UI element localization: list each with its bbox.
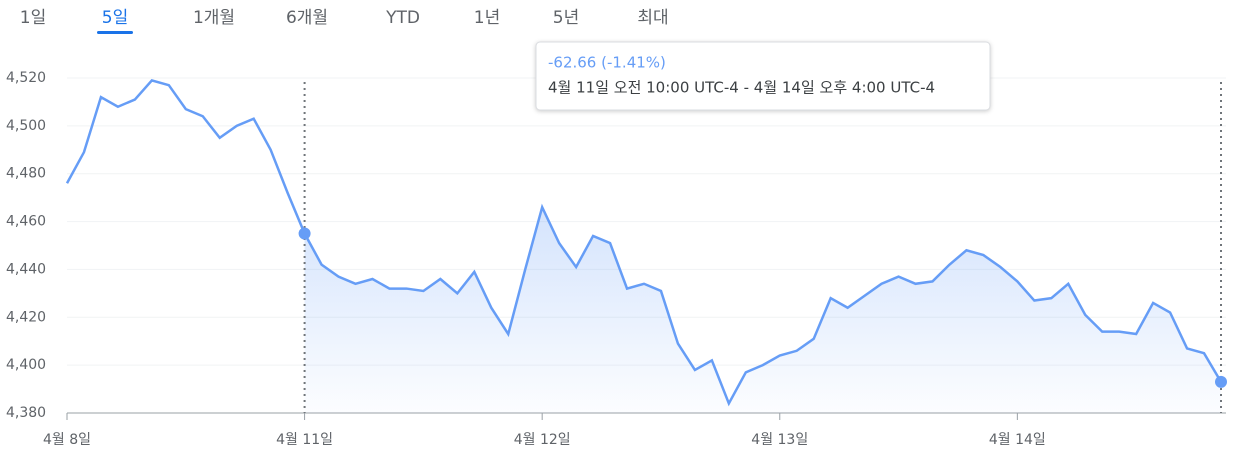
x-tick-label: 4월 8일 xyxy=(43,432,91,448)
y-tick-label: 4,460 xyxy=(6,214,46,230)
y-tick-label: 4,400 xyxy=(6,357,46,373)
range-tab[interactable]: YTD xyxy=(385,8,420,28)
x-tick-label: 4월 14일 xyxy=(989,432,1046,448)
y-tick-label: 4,480 xyxy=(6,166,46,182)
x-tick-label: 4월 13일 xyxy=(751,432,808,448)
y-tick-label: 4,380 xyxy=(6,405,46,421)
tooltip-change: -62.66 (-1.41%) xyxy=(548,54,666,72)
y-tick-label: 4,440 xyxy=(6,261,46,277)
x-tick-label: 4월 12일 xyxy=(514,432,571,448)
range-tab[interactable]: 5일 xyxy=(102,8,128,28)
range-tab[interactable]: 1년 xyxy=(474,8,500,28)
price-line xyxy=(65,78,1223,407)
range-tab[interactable]: 6개월 xyxy=(286,8,328,28)
tab-indicator xyxy=(97,31,133,34)
highlight-point xyxy=(1215,375,1227,388)
highlight-point xyxy=(298,227,311,240)
tooltip-range: 4월 11일 오전 10:00 UTC-4 - 4월 14일 오후 4:00 U… xyxy=(548,79,935,97)
y-tick-label: 4,520 xyxy=(6,70,46,86)
range-tab[interactable]: 5년 xyxy=(553,8,579,28)
range-tab[interactable]: 1개월 xyxy=(193,8,235,28)
highlight-area xyxy=(304,207,1221,413)
range-tab[interactable]: 1일 xyxy=(20,8,46,28)
y-tick-label: 4,500 xyxy=(6,118,46,134)
range-tab[interactable]: 최대 xyxy=(637,8,668,28)
x-tick-label: 4월 11일 xyxy=(276,432,333,448)
tooltip: -62.66 (-1.41%) 4월 11일 오전 10:00 UTC-4 - … xyxy=(535,41,991,111)
y-tick-label: 4,420 xyxy=(6,309,46,325)
tooltip-box xyxy=(535,41,991,111)
